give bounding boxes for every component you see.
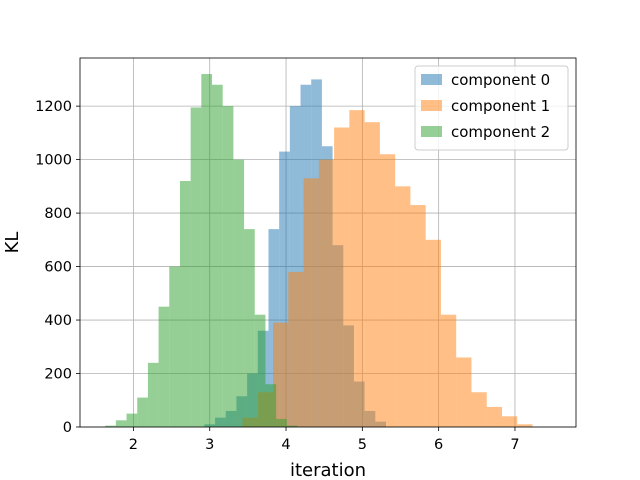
legend-swatch <box>421 74 442 85</box>
histogram-bar <box>334 127 350 428</box>
legend-box <box>414 65 569 151</box>
legend-label: component 1 <box>451 97 550 115</box>
legend-label: component 0 <box>451 71 550 89</box>
histogram-bar <box>265 384 277 427</box>
histogram-bar <box>517 424 533 427</box>
legend: component 0 component 1 component 2 <box>414 65 569 151</box>
histogram-bar <box>425 239 441 427</box>
legend-swatch <box>421 100 442 111</box>
plot-frame <box>79 57 577 428</box>
x-tick-label: 4 <box>281 437 290 453</box>
histogram-bar <box>212 84 223 427</box>
axis-ticks: 2 3 4 5 6 7 0 200 400 600 800 1000 1200 <box>35 99 519 453</box>
histogram-bar <box>137 397 148 427</box>
x-axis-title: iteration <box>290 460 366 480</box>
histogram-bar <box>147 362 159 427</box>
histogram-bar <box>222 106 234 427</box>
x-tick-label: 2 <box>129 437 138 453</box>
histogram-bar <box>201 74 213 427</box>
histogram-bar <box>115 420 127 427</box>
histogram-bar <box>190 107 202 427</box>
histogram-bar <box>471 392 487 427</box>
histogram-bar <box>303 178 319 427</box>
histogram-bar <box>486 406 502 427</box>
histogram-bar <box>288 271 304 427</box>
y-tick-label: 1200 <box>35 99 72 115</box>
histogram-bar <box>349 110 365 428</box>
x-tick-label: 5 <box>358 437 367 453</box>
histogram-bars <box>105 74 533 428</box>
histogram-bar <box>410 205 426 427</box>
histogram-bar <box>233 159 245 427</box>
y-tick-label: 0 <box>63 420 72 436</box>
histogram-bar <box>286 425 298 427</box>
y-tick-label: 600 <box>44 260 72 276</box>
histogram-bar <box>126 413 138 427</box>
histogram-bar <box>501 416 518 427</box>
histogram-bar <box>379 154 396 427</box>
y-tick-label: 200 <box>44 367 72 383</box>
histogram-bar <box>169 266 180 427</box>
histogram-bar <box>440 314 457 427</box>
y-tick-label: 1000 <box>35 153 72 169</box>
series-2-bars <box>105 74 298 427</box>
x-tick-label: 7 <box>510 437 519 453</box>
histogram-bar <box>395 186 411 427</box>
histogram-bar <box>276 418 287 427</box>
y-axis-title: KL <box>2 232 23 254</box>
histogram-bar <box>158 306 170 427</box>
y-tick-label: 800 <box>44 206 72 222</box>
x-tick-label: 3 <box>205 437 214 453</box>
histogram-bar <box>273 322 289 427</box>
legend-label: component 2 <box>451 123 550 141</box>
legend-swatch <box>421 126 442 137</box>
histogram-bar <box>289 106 301 427</box>
histogram-bar <box>179 181 191 427</box>
x-tick-label: 6 <box>434 437 443 453</box>
histogram-bar <box>364 122 380 427</box>
histogram-bar <box>279 151 290 427</box>
histogram-bar <box>105 425 116 427</box>
histogram-bar <box>254 314 266 427</box>
histogram-bar <box>318 159 335 427</box>
histogram-bar <box>456 357 472 427</box>
y-tick-label: 400 <box>44 313 72 329</box>
histogram-bar <box>244 229 255 427</box>
